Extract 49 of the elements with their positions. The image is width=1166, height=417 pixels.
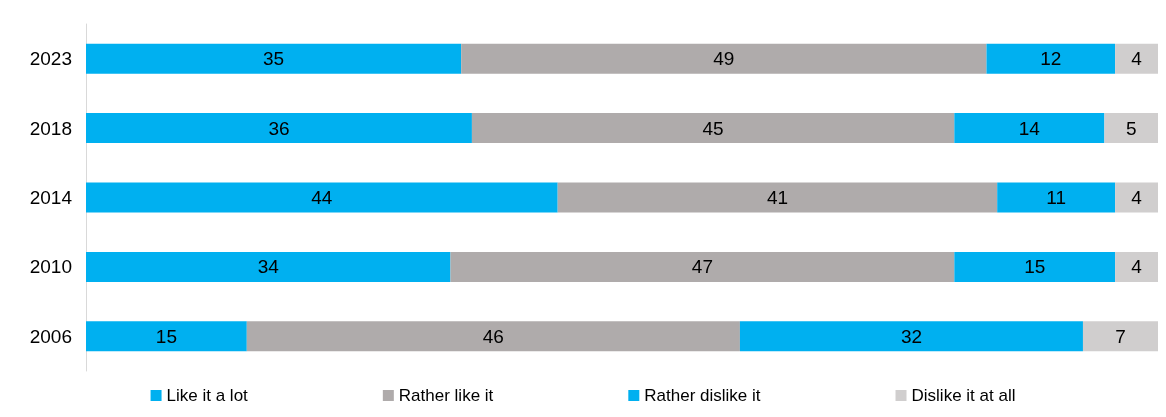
data-label: 15 bbox=[1024, 256, 1046, 278]
bar bbox=[997, 182, 1116, 213]
bar bbox=[86, 182, 558, 213]
bar bbox=[86, 251, 451, 282]
bar bbox=[1104, 113, 1158, 144]
bar bbox=[86, 113, 472, 144]
data-label: 11 bbox=[1046, 187, 1067, 208]
data-label: 45 bbox=[702, 117, 724, 139]
y-tick-label: 2023 bbox=[29, 48, 72, 70]
bar bbox=[954, 113, 1105, 144]
bar bbox=[986, 43, 1116, 74]
data-label: 46 bbox=[482, 325, 504, 347]
data-label: 4 bbox=[1131, 256, 1143, 278]
y-tick-label: 2006 bbox=[29, 325, 72, 347]
legend-label: Dislike it at all bbox=[911, 386, 1016, 405]
data-label: 41 bbox=[766, 187, 789, 208]
bar bbox=[246, 321, 740, 352]
data-label: 7 bbox=[1115, 325, 1126, 347]
bar bbox=[450, 251, 955, 282]
legend-label: Rather like it bbox=[398, 386, 494, 405]
bar bbox=[1115, 251, 1158, 282]
data-label: 12 bbox=[1040, 48, 1062, 70]
bar bbox=[86, 43, 462, 74]
data-label: 5 bbox=[1125, 117, 1137, 139]
y-tick-label: 2010 bbox=[29, 256, 72, 278]
bar bbox=[1115, 182, 1158, 213]
data-label: 47 bbox=[691, 256, 713, 278]
bar bbox=[954, 251, 1116, 282]
bar bbox=[1115, 43, 1158, 74]
data-label: 32 bbox=[900, 325, 923, 347]
data-label: 35 bbox=[263, 48, 285, 70]
bar bbox=[471, 113, 955, 144]
bar bbox=[461, 43, 987, 74]
data-label: 34 bbox=[257, 256, 280, 278]
data-label: 4 bbox=[1131, 187, 1143, 208]
legend-label: Like it a lot bbox=[166, 386, 249, 405]
y-tick-label: 2014 bbox=[29, 187, 73, 208]
bar bbox=[557, 182, 998, 213]
data-label: 14 bbox=[1018, 117, 1041, 139]
data-label: 15 bbox=[155, 325, 177, 347]
bar bbox=[86, 321, 247, 352]
bar bbox=[739, 321, 1083, 352]
legend-label: Rather dislike it bbox=[644, 386, 761, 405]
data-label: 36 bbox=[268, 117, 290, 139]
data-label: 44 bbox=[311, 187, 333, 208]
data-label: 49 bbox=[713, 48, 735, 70]
data-label: 4 bbox=[1131, 48, 1143, 70]
bar bbox=[1082, 321, 1158, 352]
y-tick-label: 2018 bbox=[29, 117, 72, 139]
